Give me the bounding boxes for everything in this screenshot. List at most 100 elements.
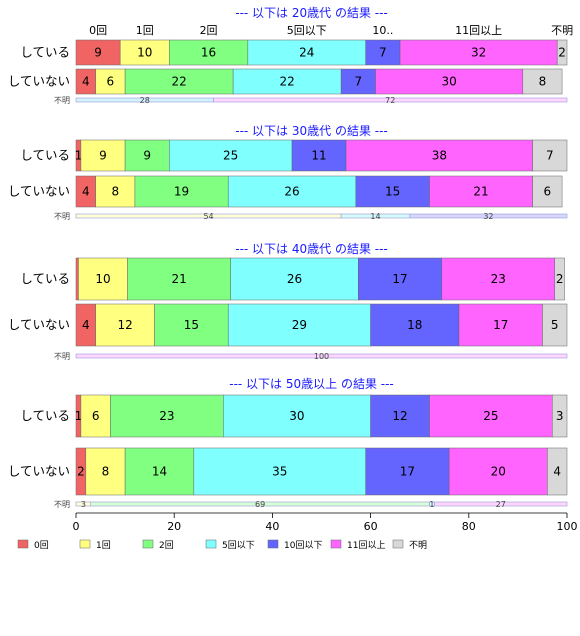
data-label: 6 [107,75,115,89]
legend-swatch [330,539,342,549]
unknown-value-label: 1 [429,500,434,509]
data-label: 12 [117,318,132,332]
data-label: 26 [287,272,302,286]
bar-segment [124,447,195,496]
category-header-label: 11回以上 [455,24,502,37]
bar-segment [193,447,366,496]
data-label: 4 [553,465,561,479]
row-label: していない [8,317,70,332]
legend-label: 5回以下 [222,540,255,551]
data-label: 19 [174,185,189,199]
bar-segment [532,175,563,208]
legend-label: 0回 [34,540,49,551]
data-label: 18 [407,318,422,332]
bar-segment [223,394,371,438]
data-label: 21 [473,185,488,199]
data-label: 25 [483,409,498,423]
data-label: 10 [137,46,152,60]
row-label: している [20,271,70,286]
data-label: 9 [143,149,151,163]
data-label: 22 [279,75,294,89]
data-label: 8 [111,185,119,199]
legend-swatch [205,539,217,549]
unknown-segment [434,501,568,507]
data-label: 17 [493,318,508,332]
data-label: 26 [284,185,299,199]
bar-segment [227,303,371,347]
bar-segment [441,257,555,301]
bar-segment [340,68,376,95]
bar-segment [95,175,136,208]
bar-segment [375,68,524,95]
data-label: 1 [75,409,83,423]
legend-swatch [392,539,404,549]
bar-segment [95,303,155,347]
bar-segment [365,447,450,496]
legend-label: 2回 [159,540,174,551]
legend-label: 1回 [96,540,111,551]
bar-segment [554,257,565,301]
bar-segment [110,394,224,438]
data-label: 7 [546,149,554,163]
x-tick-label: 80 [462,520,476,533]
data-label: 30 [442,75,457,89]
row-label: している [20,148,70,163]
unknown-value-label: 32 [483,212,493,221]
bar-segment [75,257,79,301]
unknown-value-label: 100 [314,352,329,361]
legend-label: 10回以下 [284,540,322,551]
unknown-value-label: 72 [385,96,395,105]
unknown-row-label: 不明 [54,212,70,221]
data-label: 24 [299,46,314,60]
bar-segment [119,39,170,66]
data-label: 5 [551,318,559,332]
data-label: 29 [292,318,307,332]
data-label: 2 [77,465,85,479]
data-label: 17 [392,272,407,286]
data-label: 6 [544,185,552,199]
data-label: 22 [171,75,186,89]
unknown-value-label: 14 [370,212,380,221]
x-tick-label: 40 [265,520,279,533]
x-tick-label: 0 [73,520,80,533]
bar-segment [355,175,430,208]
unknown-segment [75,353,568,359]
category-header-label: 10.. [372,24,393,37]
bar-segment [345,139,533,172]
legend-label: 不明 [409,540,427,551]
data-label: 12 [392,409,407,423]
row-label: している [20,45,70,60]
data-label: 21 [171,272,186,286]
unknown-value-label: 54 [203,212,213,221]
bar-segment [370,303,460,347]
bar-segment [522,68,563,95]
data-label: 16 [201,46,216,60]
legend-swatch [17,539,29,549]
data-label: 3 [556,409,564,423]
panel-title: --- 以下は 50歳以上 の結果 --- [229,377,394,391]
bar-segment [127,257,231,301]
legend-label: 11回以上 [347,540,385,551]
unknown-value-label: 27 [496,500,506,509]
unknown-row-label: 不明 [54,96,70,105]
unknown-segment [409,213,568,219]
panel-title: --- 以下は 20歳代 の結果 --- [235,6,388,20]
legend-swatch [142,539,154,549]
bar-segment [75,39,121,66]
data-label: 8 [539,75,547,89]
data-label: 38 [432,149,447,163]
row-label: していない [8,464,70,479]
bar-segment [370,394,430,438]
row-label: している [20,408,70,423]
category-header-label: 1回 [136,24,154,37]
bar-segment [85,447,126,496]
x-tick-label: 60 [364,520,378,533]
data-label: 9 [99,149,107,163]
panel-title: --- 以下は 40歳代 の結果 --- [235,242,388,256]
data-label: 23 [159,409,174,423]
bar-segment [134,175,229,208]
data-label: 20 [491,465,506,479]
bar-segment [124,68,234,95]
category-header-label: 2回 [200,24,218,37]
